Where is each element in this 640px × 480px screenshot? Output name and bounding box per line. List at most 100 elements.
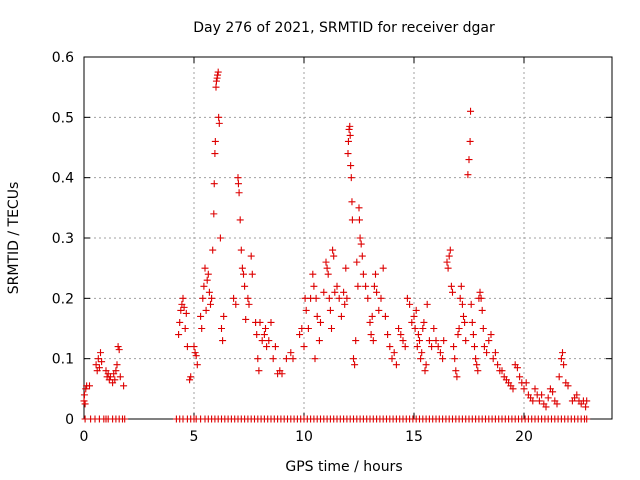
data-point: [247, 252, 255, 260]
data-point: [235, 189, 243, 197]
data-point: [111, 376, 119, 384]
data-point: [428, 343, 436, 351]
data-point: [454, 331, 462, 339]
y-tick-label: 0.5: [52, 110, 74, 126]
data-point: [542, 403, 550, 411]
data-point: [179, 294, 187, 302]
data-point: [414, 331, 422, 339]
data-point: [487, 331, 495, 339]
data-point: [201, 264, 209, 272]
data-point: [210, 180, 218, 188]
data-point: [203, 276, 211, 284]
data-point: [412, 306, 420, 314]
data-point: [211, 137, 219, 145]
data-point: [193, 361, 201, 369]
data-point: [298, 325, 306, 332]
data-point: [531, 385, 539, 393]
data-point: [368, 312, 376, 320]
data-point: [390, 349, 398, 357]
data-point: [175, 331, 183, 339]
data-point: [296, 331, 304, 339]
data-point: [289, 355, 297, 363]
data-point: [192, 352, 200, 360]
data-point: [113, 361, 121, 369]
data-point: [555, 373, 563, 381]
data-point: [520, 385, 528, 393]
data-point: [355, 204, 363, 212]
data-point: [230, 294, 238, 302]
data-point: [419, 325, 427, 332]
data-point: [287, 349, 295, 357]
data-point: [200, 282, 208, 290]
data-point: [408, 318, 416, 326]
data-point: [234, 180, 242, 188]
data-point: [461, 318, 469, 326]
data-point: [406, 300, 414, 308]
data-point: [420, 318, 428, 326]
data-point: [348, 198, 356, 206]
data-point: [342, 264, 350, 272]
data-point: [181, 325, 189, 332]
data-point: [573, 391, 581, 399]
data-point: [366, 318, 374, 326]
data-point: [456, 294, 464, 302]
data-point: [489, 355, 497, 363]
data-point: [362, 282, 370, 290]
data-point: [485, 337, 493, 345]
data-point: [529, 397, 537, 405]
data-point: [313, 312, 321, 320]
data-point: [469, 331, 477, 339]
data-point: [304, 325, 312, 332]
data-point: [369, 337, 377, 345]
data-point: [92, 361, 100, 369]
data-point: [183, 343, 191, 351]
data-point: [439, 355, 447, 363]
data-point: [317, 318, 324, 326]
data-point: [384, 331, 392, 339]
data-point: [451, 355, 459, 363]
data-point: [215, 113, 223, 121]
data-point: [478, 306, 486, 314]
data-point: [430, 325, 438, 332]
data-point: [345, 125, 353, 133]
data-point: [315, 337, 323, 345]
data-point: [373, 288, 381, 296]
data-point: [328, 325, 335, 332]
data-point: [344, 137, 352, 145]
data-point: [509, 385, 517, 393]
data-point: [180, 303, 188, 311]
data-point: [302, 306, 310, 314]
data-point: [449, 288, 456, 296]
data-point: [356, 234, 364, 242]
data-point: [330, 252, 338, 260]
data-point: [204, 270, 212, 278]
data-point: [323, 264, 331, 272]
data-point: [216, 234, 224, 242]
data-point: [436, 349, 444, 357]
data-point: [343, 294, 351, 302]
data-point: [81, 400, 89, 408]
data-point: [388, 355, 396, 363]
data-point: [98, 358, 106, 366]
grid-layer: [84, 57, 612, 419]
data-point: [210, 210, 218, 218]
data-point: [121, 415, 129, 423]
data-point: [236, 216, 244, 224]
data-point: [282, 355, 290, 363]
data-point: [214, 68, 222, 76]
data-point: [423, 300, 431, 308]
data-point: [326, 306, 334, 314]
data-point: [208, 294, 216, 302]
data-point: [559, 349, 566, 357]
data-point: [265, 337, 273, 345]
data-point: [106, 373, 114, 381]
x-tick-label: 15: [405, 429, 423, 445]
data-point: [234, 174, 242, 182]
data-point: [453, 373, 461, 381]
tick-layer: 0 5 10 15 20 0 0.1 0.2 0.3 0.4 0.5 0.6: [52, 50, 612, 445]
data-point: [238, 264, 246, 272]
data-point: [212, 77, 220, 85]
y-tick-label: 0.2: [52, 291, 74, 307]
data-point: [237, 246, 245, 254]
data-point: [418, 349, 426, 357]
